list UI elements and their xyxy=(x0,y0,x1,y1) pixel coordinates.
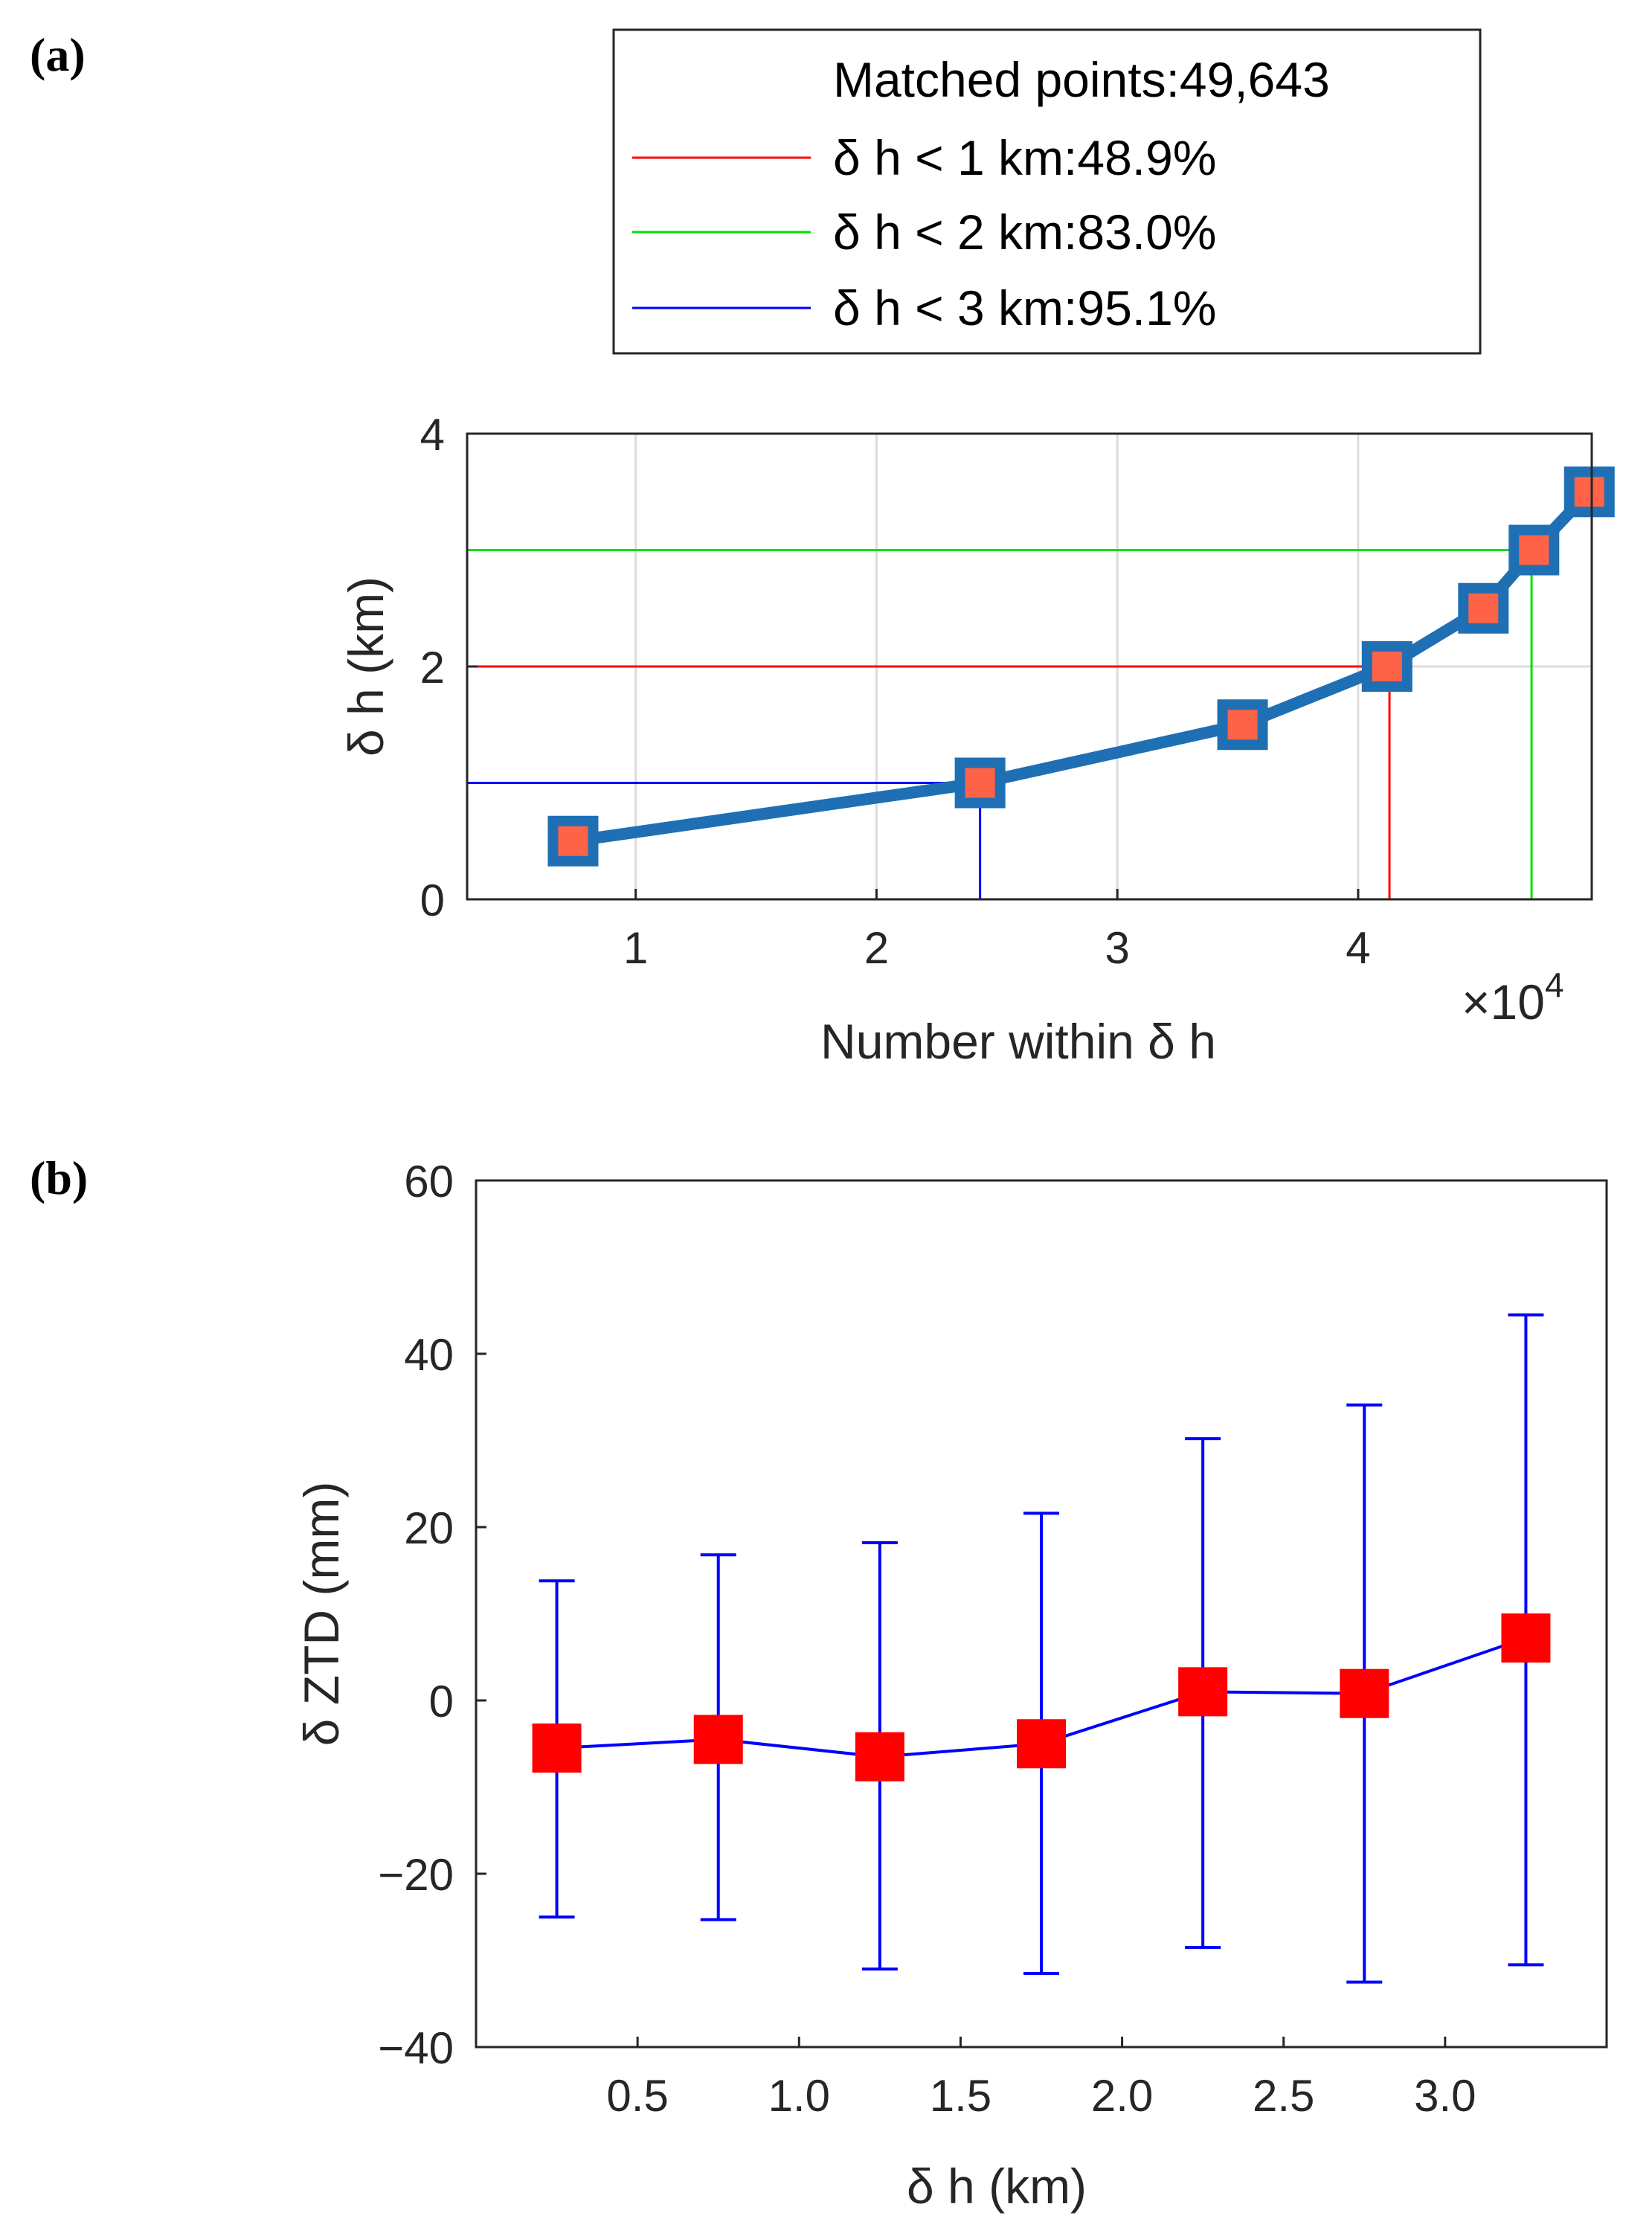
data-point-1 xyxy=(693,1715,743,1764)
x-tick-label-3: 2.0 xyxy=(1091,2071,1153,2121)
panel-a-plot: 1 2 3 4 0 2 4 Number within δ h δ h (km) xyxy=(338,410,1615,1069)
y-tick-label-4: 40 xyxy=(404,1330,454,1380)
y-tick-label-1: 2 xyxy=(420,643,445,693)
axes-box xyxy=(475,1179,1608,2049)
panel-b-label: (b) xyxy=(30,1151,88,1204)
panel-b-plot: 0.5 1.0 1.5 2.0 2.5 3.0 −40 −20 0 20 40 60 δ h (km) δ… xyxy=(294,1157,1608,2214)
y-tick-label-5: 60 xyxy=(404,1157,454,1207)
data-point-5 xyxy=(1340,1668,1389,1718)
x-axis-label: Number within δ h xyxy=(820,1014,1216,1069)
x-tick-label-1: 2 xyxy=(864,923,889,973)
x-multiplier: ×104 xyxy=(1462,966,1564,1029)
data-point-5 xyxy=(1508,524,1560,576)
legend-box xyxy=(612,28,1482,355)
y-tick-label-1: −20 xyxy=(378,1850,454,1900)
data-point-6 xyxy=(1501,1613,1551,1663)
x-axis-label: δ h (km) xyxy=(907,2159,1087,2214)
y-tick-label-2: 4 xyxy=(420,410,445,460)
x-tick-label-5: 3.0 xyxy=(1414,2071,1476,2121)
x-tick-label-3: 4 xyxy=(1346,923,1370,973)
legend-entry-3km: δ h < 3 km:95.1% xyxy=(833,280,1217,335)
data-point-1 xyxy=(954,757,1006,809)
y-axis-label: δ h (km) xyxy=(338,576,393,756)
legend-title: Matched points:49,643 xyxy=(833,52,1330,107)
legend-entry-2km: δ h < 2 km:83.0% xyxy=(833,205,1217,260)
y-tick-label-2: 0 xyxy=(429,1677,454,1726)
y-tick-label-0: −40 xyxy=(378,2023,454,2073)
data-point-2 xyxy=(1217,699,1268,751)
x-tick-label-2: 3 xyxy=(1105,923,1129,973)
data-point-0 xyxy=(547,815,599,867)
x-tick-label-2: 1.5 xyxy=(930,2071,991,2121)
data-point-2 xyxy=(855,1732,904,1782)
y-tick-label-0: 0 xyxy=(420,876,445,925)
data-point-0 xyxy=(532,1723,582,1773)
panel-a-label: (a) xyxy=(30,28,86,81)
data-point-6 xyxy=(1563,466,1615,518)
y-tick-label-3: 20 xyxy=(404,1503,454,1553)
x-tick-label-1: 1.0 xyxy=(768,2071,830,2121)
x-tick-label-0: 1 xyxy=(623,923,648,973)
x-tick-label-4: 2.5 xyxy=(1253,2071,1314,2121)
y-axis-label: δ ZTD (mm) xyxy=(294,1482,349,1747)
data-point-4 xyxy=(1178,1667,1228,1717)
data-point-4 xyxy=(1458,582,1509,634)
legend: Matched points:49,643 δ h < 1 km:48.9% δ… xyxy=(612,28,1482,355)
data-point-3 xyxy=(1017,1719,1066,1769)
x-tick-label-0: 0.5 xyxy=(606,2071,668,2121)
data-point-3 xyxy=(1361,641,1412,692)
legend-entry-1km: δ h < 1 km:48.9% xyxy=(833,130,1217,185)
